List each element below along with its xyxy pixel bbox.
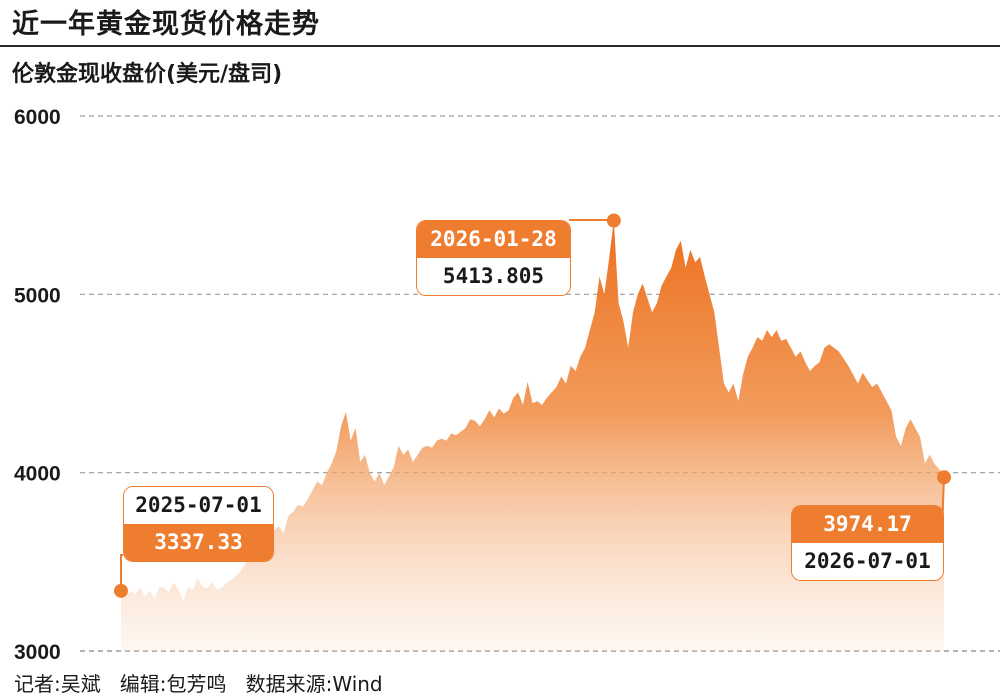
- y-tick-label: 5000: [14, 284, 61, 307]
- start-callout: 2025-07-01 3337.33: [123, 486, 274, 562]
- peak-date-label: 2026-01-28: [417, 221, 570, 258]
- start-date-label: 2025-07-01: [124, 487, 273, 524]
- y-tick-label: 6000: [14, 106, 61, 129]
- y-tick-label: 3000: [14, 641, 61, 664]
- end-date-label: 2026-07-01: [792, 543, 943, 580]
- peak-callout: 2026-01-28 5413.805: [416, 220, 571, 296]
- peak-value-label: 5413.805: [417, 258, 570, 295]
- y-axis-label: 伦敦金现收盘价(美元/盘司): [12, 62, 283, 87]
- end-value-label: 3974.17: [792, 506, 943, 543]
- y-tick-label: 4000: [14, 463, 61, 486]
- price-area-series: [121, 220, 944, 651]
- start-connector: [120, 554, 123, 591]
- chart-title: 近一年黄金现货价格走势: [12, 9, 320, 40]
- footer-credits: 记者:吴斌 编辑:包芳鸣 数据来源:Wind: [14, 672, 383, 696]
- title-divider: [0, 45, 1000, 47]
- end-callout: 3974.17 2026-07-01: [791, 505, 944, 581]
- peak-connector: [569, 219, 615, 221]
- start-value-label: 3337.33: [124, 524, 273, 561]
